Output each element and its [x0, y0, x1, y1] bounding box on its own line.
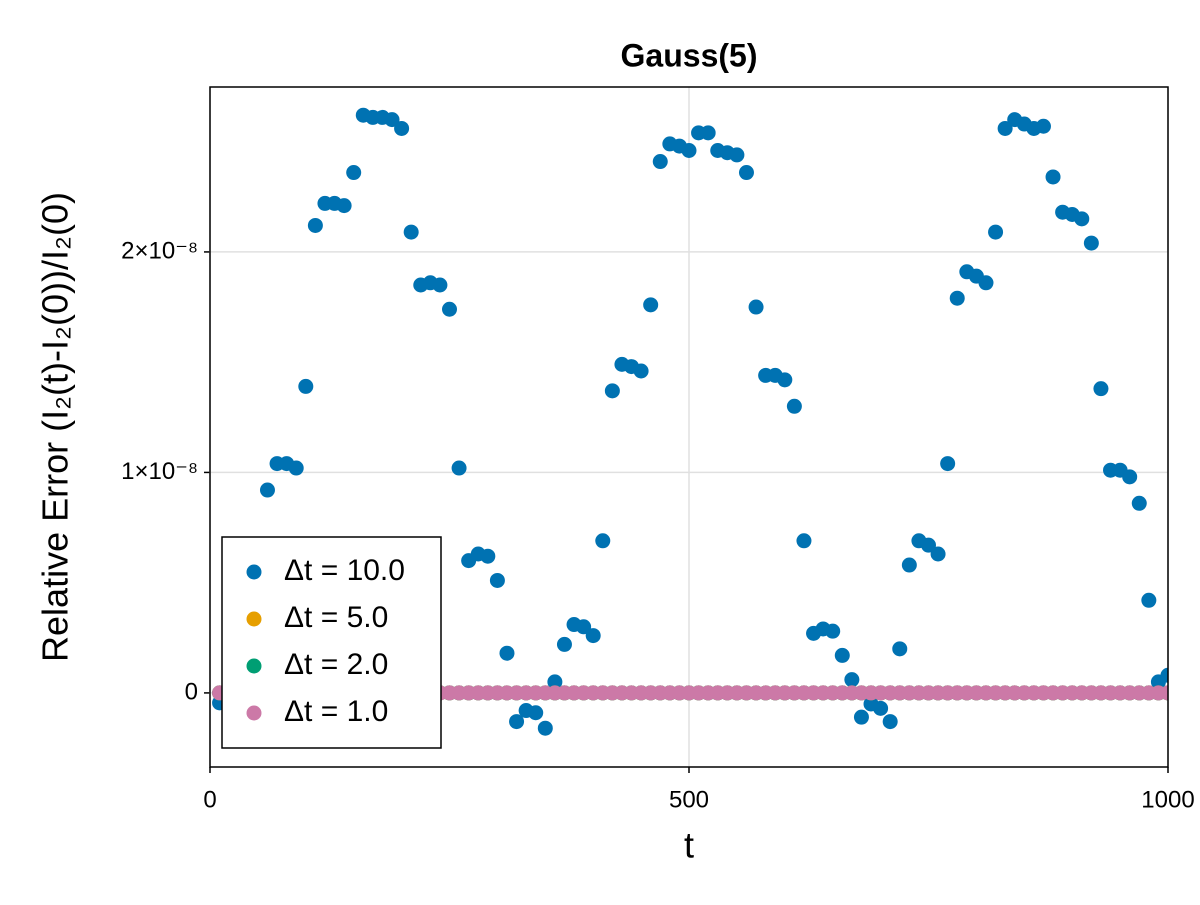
point	[595, 533, 611, 549]
point	[978, 275, 994, 291]
point	[576, 619, 592, 635]
point	[873, 700, 889, 716]
point	[997, 120, 1013, 136]
legend-label: Δt = 1.0	[284, 695, 388, 728]
point	[729, 147, 745, 163]
point	[1131, 495, 1147, 511]
point	[585, 628, 601, 644]
point	[509, 714, 525, 730]
point	[604, 383, 620, 399]
point	[499, 645, 515, 661]
point	[451, 460, 467, 476]
point	[901, 557, 917, 573]
x-axis-label: t	[684, 825, 694, 866]
point	[853, 709, 869, 725]
x-tick-label: 1000	[1141, 786, 1194, 813]
legend-label: Δt = 10.0	[284, 554, 405, 587]
point	[738, 165, 754, 181]
x-tick-label: 500	[669, 786, 709, 813]
y-tick-label: 0	[185, 678, 198, 705]
point	[537, 720, 553, 736]
point	[1045, 169, 1061, 185]
point	[681, 143, 697, 159]
point	[1122, 469, 1138, 485]
y-tick-label: 2×10⁻⁸	[121, 237, 198, 264]
point	[259, 482, 275, 498]
point	[1141, 592, 1157, 608]
point	[442, 301, 457, 317]
point	[777, 372, 793, 388]
point	[298, 378, 314, 394]
point	[786, 398, 802, 414]
point	[384, 112, 400, 128]
point	[949, 290, 965, 306]
point	[489, 572, 505, 588]
point	[825, 623, 841, 639]
plot-frame	[209, 86, 1169, 768]
point	[547, 674, 563, 690]
point	[480, 548, 496, 564]
point	[844, 672, 860, 688]
y-axis-label: Relative Error (I₂(t)-I₂(0))/I₂(0)	[35, 192, 76, 662]
point	[528, 705, 544, 721]
point	[307, 217, 323, 233]
point	[556, 636, 572, 652]
plot-area	[212, 107, 1168, 736]
point	[1160, 685, 1168, 701]
point	[633, 363, 649, 379]
y-tick-label: 1×10⁻⁸	[121, 458, 198, 485]
point	[834, 647, 850, 663]
legend-marker	[246, 658, 262, 674]
point	[288, 460, 304, 476]
point	[432, 277, 448, 293]
legend-marker	[246, 705, 262, 721]
point	[921, 537, 936, 553]
point	[796, 533, 812, 549]
point	[882, 714, 898, 730]
legend-marker	[246, 611, 262, 627]
point	[346, 165, 362, 181]
point	[403, 224, 419, 240]
legend-label: Δt = 5.0	[284, 601, 388, 634]
legend-marker	[246, 564, 262, 580]
point	[336, 198, 352, 214]
point	[1160, 667, 1168, 683]
point	[1093, 381, 1109, 397]
point	[940, 456, 956, 472]
legend-label: Δt = 2.0	[284, 648, 388, 681]
point	[1035, 118, 1051, 134]
point	[748, 299, 764, 315]
point	[700, 125, 716, 141]
point	[1074, 211, 1090, 227]
chart-title: Gauss(5)	[621, 37, 758, 73]
point	[930, 546, 946, 562]
point	[1083, 235, 1099, 251]
point	[892, 641, 908, 657]
point	[988, 224, 1004, 240]
point	[643, 297, 659, 313]
point	[394, 120, 410, 136]
point	[652, 154, 668, 170]
x-tick-label: 0	[203, 786, 216, 813]
